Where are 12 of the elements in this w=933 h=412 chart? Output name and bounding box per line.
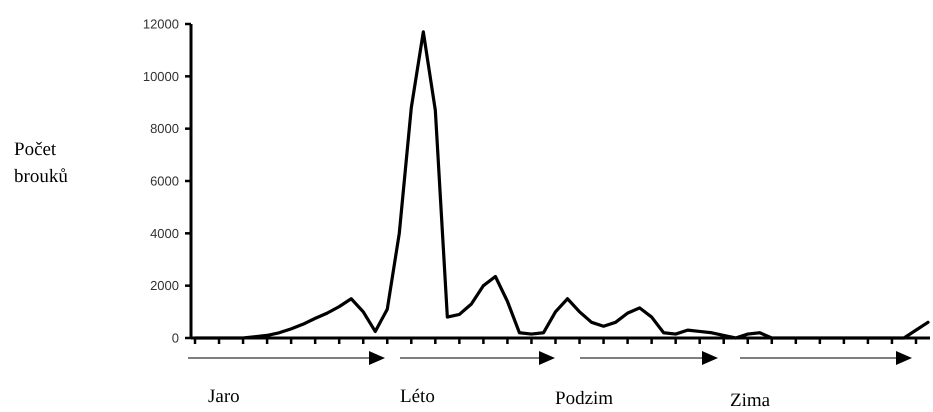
y-tick-label: 2000	[150, 278, 179, 294]
y-axis-title: Počet brouků	[14, 139, 68, 187]
text: Jaro	[208, 386, 240, 407]
y-tick-label: 8000	[150, 121, 179, 136]
y-tick-label: 12000	[142, 16, 179, 32]
text: Podzim	[555, 388, 614, 409]
text: Zima	[730, 390, 771, 411]
text: Léto	[400, 386, 435, 407]
y-tick-label: 0	[172, 330, 179, 346]
y-tick-label: 6000	[150, 174, 179, 189]
y-tick-label: 10000	[142, 68, 179, 84]
y-tick-label: 4000	[150, 226, 179, 241]
